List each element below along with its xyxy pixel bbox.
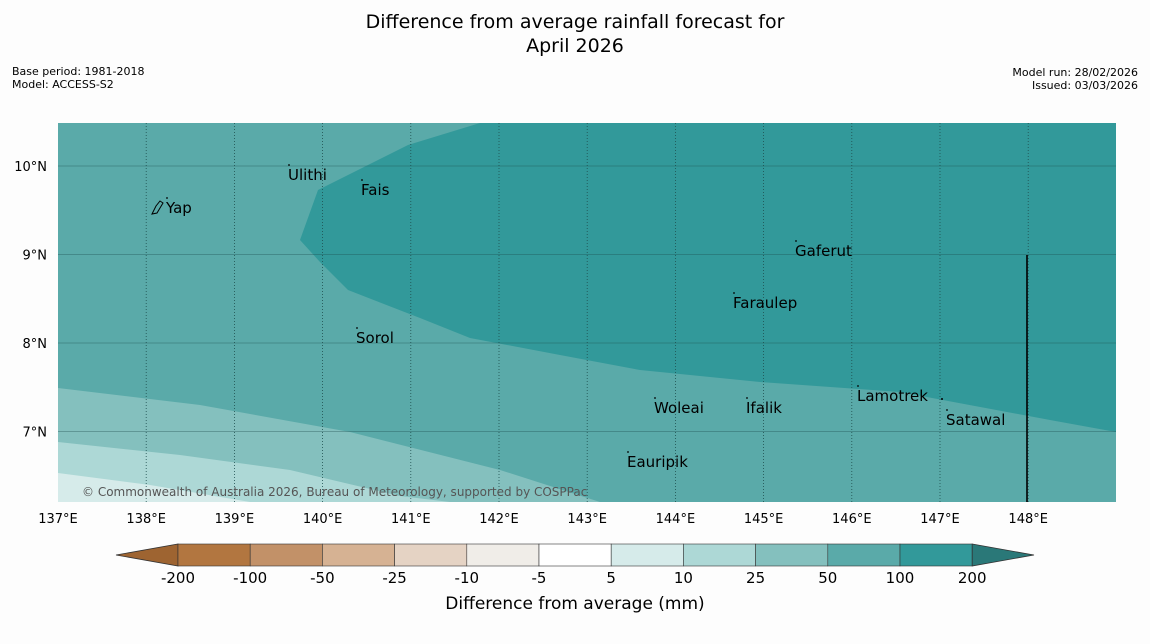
longitude-tick-label: 147°E <box>920 512 960 527</box>
yap-island-shape <box>151 200 164 215</box>
graticule <box>58 123 1116 502</box>
colorbar-high-extension <box>971 543 1035 567</box>
colorbar-tick-label: 25 <box>746 569 766 587</box>
place-label-eauripik: Eauripik <box>627 453 688 471</box>
colorbar-tick-label: 50 <box>818 569 838 587</box>
island-marker <box>733 292 735 294</box>
latitude-tick-label: 9°N <box>23 249 48 264</box>
place-label-fais: Fais <box>361 181 390 199</box>
island-marker <box>654 397 656 399</box>
meta-right: Model run: 28/02/2026 Issued: 03/03/2026 <box>1012 66 1138 92</box>
colorbar-tick-label: -10 <box>454 569 480 587</box>
longitude-tick-label: 145°E <box>744 512 784 527</box>
band-5-10 <box>58 473 250 502</box>
island-marker <box>166 197 168 199</box>
island-marker <box>857 385 859 387</box>
colorbar-segment <box>899 543 973 567</box>
copyright-text: © Commonwealth of Australia 2026, Bureau… <box>82 485 587 499</box>
longitude-tick-label: 144°E <box>656 512 696 527</box>
place-label-sorol: Sorol <box>356 329 394 347</box>
longitude-labels: 137°E 138°E 139°E 140°E 141°E 142°E 143°E 144°E… <box>38 512 1048 527</box>
base-period: Base period: 1981-2018 <box>12 65 145 78</box>
colorbar-tick-label: -50 <box>310 569 335 587</box>
model-run: Model run: 28/02/2026 <box>1012 66 1138 79</box>
map-title: Difference from average rainfall forecas… <box>0 10 1150 58</box>
colorbar-tick-label: -25 <box>382 569 407 587</box>
longitude-tick-label: 139°E <box>215 512 255 527</box>
place-label-yap: Yap <box>165 199 192 217</box>
colorbar-low-extension <box>115 543 179 567</box>
place-label-satawal: Satawal <box>946 411 1005 429</box>
colorbar-label: Difference from average (mm) <box>445 594 705 614</box>
island-marker <box>288 164 290 166</box>
longitude-tick-label: 137°E <box>38 512 78 527</box>
colorbar-segment <box>466 543 540 567</box>
colorbar-tick-label: -200 <box>160 569 196 587</box>
island-marker <box>356 327 358 329</box>
island-marker <box>627 451 629 453</box>
longitude-tick-label: 143°E <box>567 512 607 527</box>
colorbar-segment <box>249 543 323 567</box>
colorbar-segment <box>322 543 395 567</box>
island-marker <box>946 409 948 411</box>
colorbar-tick-label: -5 <box>531 569 547 587</box>
latitude-tick-label: 10°N <box>14 160 47 175</box>
place-label-lamotrek: Lamotrek <box>857 387 928 405</box>
colorbar-segment <box>755 543 829 567</box>
latitude-labels: 10°N 9°N 8°N 7°N <box>14 160 47 441</box>
island-marker <box>361 179 363 181</box>
place-labels: Yap Ulithi Fais Gaferut Faraulep Sorol Lamotre… <box>165 164 1005 471</box>
longitude-tick-label: 142°E <box>479 512 519 527</box>
colorbar <box>115 543 1035 567</box>
colorbar-tick-label: 100 <box>885 569 915 587</box>
latitude-tick-label: 8°N <box>23 337 48 352</box>
colorbar-tick-label: 10 <box>673 569 693 587</box>
colorbar-segment <box>683 543 756 567</box>
place-label-gaferut: Gaferut <box>795 242 852 260</box>
place-label-woleai: Woleai <box>654 399 704 417</box>
island-marker <box>795 240 797 242</box>
colorbar-segment <box>394 543 468 567</box>
island-marker <box>746 397 748 399</box>
title-line-1: Difference from average rainfall forecas… <box>365 11 785 33</box>
place-label-ifalik: Ifalik <box>746 399 782 417</box>
colorbar-segment <box>610 543 684 567</box>
place-label-faraulep: Faraulep <box>733 294 797 312</box>
meta-left: Base period: 1981-2018 Model: ACCESS-S2 <box>12 65 144 91</box>
colorbar-tick-label: -100 <box>233 569 268 587</box>
colorbar-tick-label: 200 <box>957 569 987 587</box>
longitude-tick-label: 138°E <box>126 512 166 527</box>
colorbar-segment <box>538 543 612 567</box>
longitude-tick-label: 146°E <box>832 512 872 527</box>
band-100-200 <box>300 123 1116 432</box>
colorbar-segment <box>177 543 251 567</box>
place-label-ulithi: Ulithi <box>288 166 327 184</box>
longitude-tick-label: 141°E <box>391 512 431 527</box>
title-line-2: April 2026 <box>526 35 624 57</box>
model-name: Model: ACCESS-S2 <box>12 78 114 91</box>
longitude-tick-label: 140°E <box>303 512 343 527</box>
colorbar-segment <box>827 543 901 567</box>
issued-date: Issued: 03/03/2026 <box>1031 79 1138 92</box>
longitude-tick-label: 148°E <box>1008 512 1048 527</box>
latitude-tick-label: 7°N <box>23 426 48 441</box>
colorbar-tick-label: 5 <box>606 569 616 587</box>
island-marker <box>941 398 943 400</box>
